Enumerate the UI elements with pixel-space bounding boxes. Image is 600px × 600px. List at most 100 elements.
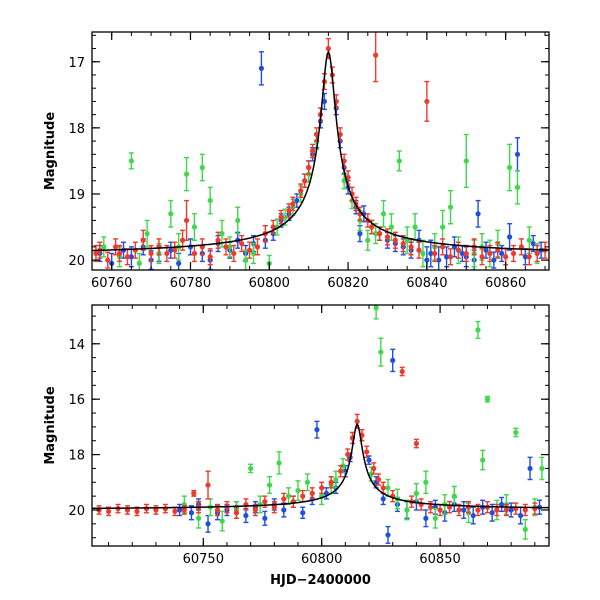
data-point [507, 143, 513, 192]
data-point [205, 514, 211, 533]
data-point [191, 489, 197, 497]
data-point [290, 196, 296, 212]
data-point [354, 413, 360, 429]
series-2 [93, 32, 548, 269]
data-point [223, 238, 229, 256]
data-point [495, 241, 501, 259]
data-point [257, 495, 263, 514]
data-point [365, 229, 371, 251]
data-point [364, 445, 370, 459]
data-point [416, 241, 422, 259]
data-point [207, 186, 213, 215]
data-point [408, 238, 414, 256]
data-point [378, 337, 384, 367]
data-point [539, 456, 545, 481]
data-point [522, 503, 528, 517]
data-point [191, 213, 198, 241]
data-point [285, 487, 292, 506]
data-point [113, 238, 119, 256]
data-point [390, 348, 396, 373]
y-tick-label: 19 [68, 188, 85, 203]
data-point [258, 51, 265, 86]
data-point [423, 509, 429, 528]
data-point [517, 506, 524, 525]
data-point [282, 208, 288, 226]
data-point [461, 500, 467, 519]
data-point [400, 234, 406, 253]
data-point [172, 506, 178, 517]
data-point [271, 500, 277, 514]
data-point [262, 510, 268, 526]
series-2 [96, 366, 538, 519]
data-point [281, 502, 287, 518]
data-point [266, 476, 273, 495]
data-point [309, 487, 315, 500]
data-point [124, 505, 131, 515]
data-point [514, 137, 521, 172]
data-point [314, 420, 320, 439]
data-point [373, 32, 379, 83]
data-point [428, 239, 434, 268]
x-tick-label: 60800 [249, 276, 290, 291]
data-point [298, 183, 304, 198]
data-point [134, 506, 140, 517]
data-point [162, 503, 169, 514]
data-point [177, 503, 183, 517]
data-point [532, 502, 538, 515]
data-point [371, 462, 377, 475]
x-tick-label: 60800 [301, 552, 342, 567]
data-point [432, 507, 438, 529]
x-tick-label: 60760 [91, 276, 132, 291]
data-point [321, 92, 328, 111]
data-point [480, 449, 486, 471]
x-axis-label: HJD−2400000 [270, 573, 371, 588]
data-point [513, 427, 519, 438]
data-point [333, 470, 339, 489]
data-point [93, 244, 99, 263]
data-point [231, 244, 237, 263]
data-point [116, 244, 123, 263]
x-tick-label: 60780 [170, 276, 211, 291]
data-point [156, 238, 162, 256]
data-point [373, 223, 379, 245]
data-point [518, 238, 525, 256]
data-point [432, 244, 438, 263]
y-tick-label: 18 [68, 122, 85, 137]
data-point [310, 143, 316, 159]
data-point [215, 231, 221, 249]
data-point [385, 525, 391, 544]
plot-area [92, 305, 549, 544]
y-axis-label: Magnitude [43, 112, 58, 191]
y-tick-label: 20 [68, 254, 85, 269]
data-point [105, 506, 112, 517]
data-point [484, 395, 491, 403]
data-point [300, 506, 306, 519]
data-point [491, 251, 497, 269]
data-point [250, 242, 257, 265]
data-point [254, 238, 261, 256]
data-point [306, 160, 312, 175]
data-point [172, 241, 178, 259]
data-point [527, 456, 533, 481]
data-point [140, 229, 146, 251]
top-panel: 60760 60780 60800 60820 60840 60860 17 18 19 20 Ma… [43, 31, 550, 291]
data-point [144, 219, 150, 248]
data-point [319, 481, 325, 495]
x-tick-label: 60820 [327, 276, 368, 291]
data-point [199, 153, 205, 182]
y-tick-label: 14 [68, 338, 85, 353]
data-point [413, 438, 419, 449]
data-point [424, 80, 430, 122]
data-point [447, 248, 454, 266]
data-point [252, 503, 258, 517]
x-tick-label: 60750 [183, 552, 224, 567]
x-tick-label: 60840 [406, 276, 447, 291]
data-point [451, 236, 458, 258]
data-point [522, 518, 528, 540]
data-point [483, 241, 489, 259]
data-point [376, 226, 383, 241]
data-point [440, 238, 446, 256]
data-point [412, 213, 418, 241]
data-point [168, 199, 174, 228]
data-point [290, 495, 296, 508]
